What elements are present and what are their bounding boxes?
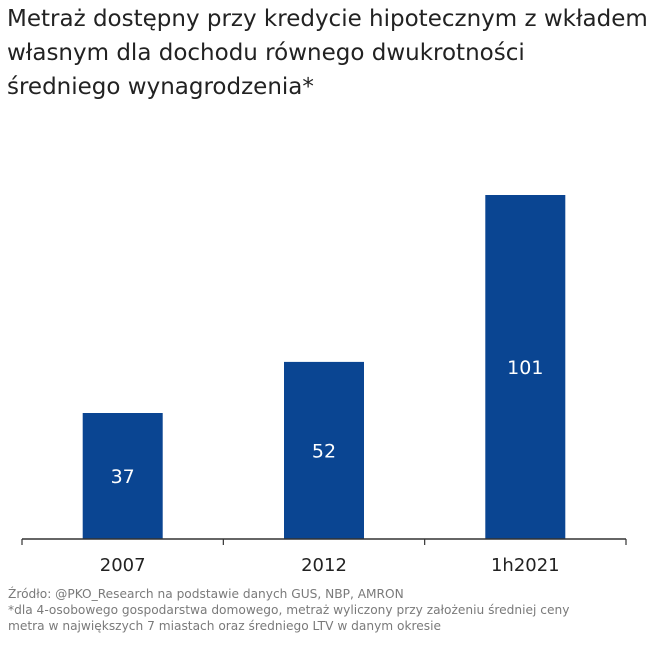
chart-title: Metraż dostępny przy kredycie hipoteczny… (7, 2, 657, 104)
footnote-line-1: *dla 4-osobowego gospodarstwa domowego, … (8, 603, 570, 617)
source-note: Źródło: @PKO_Research na podstawie danyc… (8, 587, 404, 601)
x-tick-label-2012: 2012 (301, 555, 347, 576)
data-label-1h2021: 101 (507, 357, 543, 379)
data-label-2007: 37 (111, 466, 135, 488)
bar-chart: 37 2007 52 2012 101 1h2021 (21, 195, 627, 576)
footnote-line-2: metra w największych 7 miastach oraz śre… (8, 619, 442, 633)
x-tick-label-1h2021: 1h2021 (491, 555, 560, 576)
bar-2012 (284, 361, 364, 539)
chart-title-line-2: własnym dla dochodu równego dwukrotności (7, 40, 525, 66)
chart-title-line-3: średniego wynagrodzenia* (7, 74, 314, 100)
data-label-2012: 52 (312, 440, 336, 462)
bar-1h2021 (485, 195, 566, 539)
x-tick-label-2007: 2007 (100, 555, 146, 576)
bar-2007 (82, 413, 163, 539)
chart-title-line-1: Metraż dostępny przy kredycie hipoteczny… (7, 6, 648, 32)
chart-footer: Źródło: @PKO_Research na podstawie danyc… (8, 586, 658, 634)
